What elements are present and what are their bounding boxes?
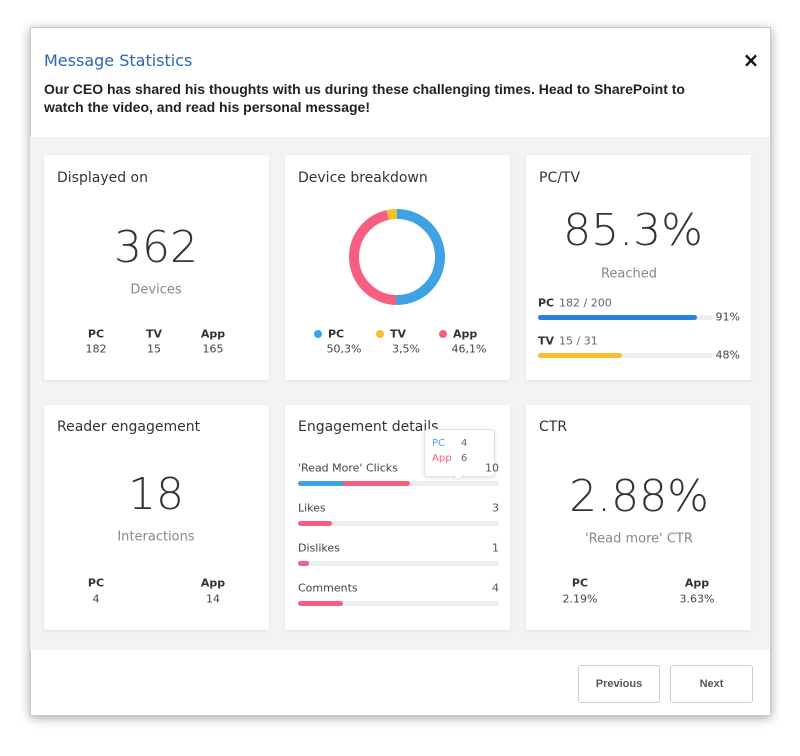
row-track (298, 601, 499, 606)
caption: Devices (130, 282, 182, 298)
row-count: 4 (492, 581, 499, 595)
stat-label: PC (87, 576, 105, 590)
progress-ratio: 182 / 200 (559, 296, 612, 310)
stat-value: 2.19% (562, 592, 598, 606)
row-bar (298, 521, 332, 526)
next-button[interactable]: Next (670, 665, 753, 703)
row-track (298, 521, 499, 526)
legend-value: 46,1% (451, 342, 487, 356)
caption: Interactions (117, 529, 195, 545)
row-track (298, 561, 499, 566)
row-label: Dislikes (298, 541, 340, 555)
row-bar (298, 561, 310, 566)
row-count: 3 (492, 501, 499, 515)
progress-label: TV (538, 334, 555, 348)
big-number: 85.3% (563, 205, 703, 256)
stat-label: App (200, 576, 226, 590)
card (44, 405, 269, 630)
card (526, 155, 751, 380)
legend-label: PC (328, 327, 345, 341)
previous-button[interactable]: Previous (578, 665, 660, 703)
progress-bar (538, 353, 622, 358)
big-number: 18 (128, 469, 184, 520)
row-count: 1 (492, 541, 499, 555)
card-title: Engagement details (298, 419, 439, 435)
row-label: Likes (298, 501, 326, 515)
caption: 'Read more' CTR (585, 531, 693, 547)
big-number: 362 (114, 222, 198, 273)
big-number: 2.88% (569, 471, 709, 522)
stat-label: TV (145, 327, 163, 341)
tooltip-label: PC (432, 438, 446, 449)
stat-label: App (684, 576, 710, 590)
modal-title: Message Statistics (44, 51, 193, 70)
progress-label: PC (538, 296, 555, 310)
row-label: 'Read More' Clicks (298, 461, 398, 475)
stat-label: PC (87, 327, 105, 341)
row-bar (298, 601, 343, 606)
legend-value: 50,3% (326, 342, 362, 356)
progress-bar (538, 315, 698, 320)
tooltip-value: 4 (461, 438, 468, 449)
legend-value: 3,5% (392, 342, 420, 356)
close-button[interactable]: × (742, 48, 760, 72)
tooltip-label: App (432, 453, 452, 464)
stat-value: 3.63% (679, 592, 715, 606)
progress-track (538, 353, 713, 358)
donut-segment (349, 209, 445, 305)
donut-chart (349, 209, 445, 305)
card-title: Device breakdown (298, 170, 428, 186)
stat-value: 14 (206, 592, 220, 606)
card (44, 155, 269, 380)
card-title: PC/TV (539, 170, 581, 186)
card-title: Reader engagement (57, 419, 201, 435)
legend-dot (376, 330, 384, 338)
progress-ratio: 15 / 31 (559, 334, 598, 348)
caption: Reached (600, 266, 658, 282)
row-bar (342, 481, 410, 486)
stat-label: PC (571, 576, 589, 590)
legend-dot (314, 330, 322, 338)
stat-value: 15 (147, 342, 161, 356)
progress-percent: 91% (715, 310, 740, 324)
row-label: Comments (298, 581, 358, 595)
stat-value: 4 (92, 592, 100, 606)
card (285, 155, 510, 380)
row-count: 10 (485, 461, 499, 475)
card (526, 405, 751, 630)
legend-label: App (453, 327, 478, 341)
progress-percent: 48% (715, 348, 740, 362)
message: Our CEO has shared his thoughts with us … (44, 81, 685, 115)
legend-dot (439, 330, 447, 338)
tooltip-value: 6 (461, 453, 468, 464)
card-title: CTR (539, 419, 568, 435)
card-title: Displayed on (57, 170, 148, 186)
legend-label: TV (390, 327, 407, 341)
stat-value: 182 (85, 342, 107, 356)
row-bar (298, 481, 343, 486)
stat-value: 165 (202, 342, 224, 356)
donut-segment (349, 209, 445, 305)
stat-label: App (200, 327, 226, 341)
